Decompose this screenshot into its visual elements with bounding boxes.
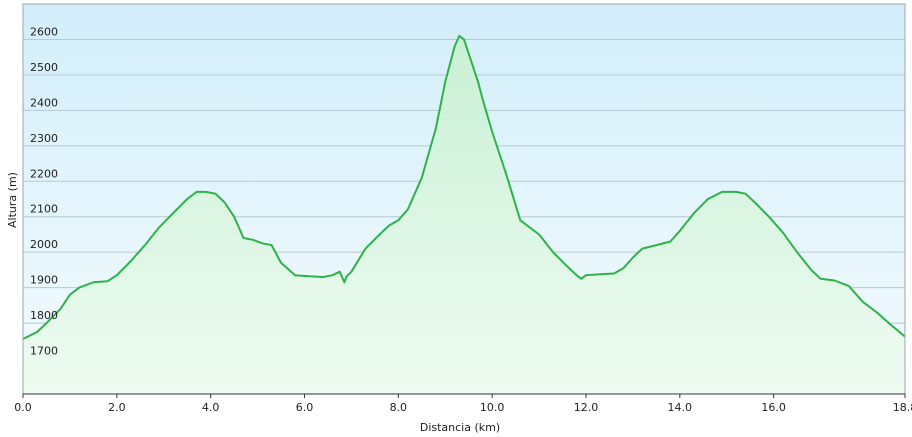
- y-tick-label: 2500: [30, 61, 58, 74]
- x-tick-label: 10.0: [480, 401, 505, 414]
- x-tick-label: 14.0: [668, 401, 693, 414]
- y-tick-label: 2300: [30, 132, 58, 145]
- x-tick-label: 12.0: [574, 401, 599, 414]
- x-axis-ticks: 0.0 2.0 4.0 6.0 8.0 10.0 12.0 14.0 16.0 18.8: [14, 394, 912, 414]
- y-tick-label: 1700: [30, 345, 58, 358]
- x-tick-label: 6.0: [296, 401, 314, 414]
- x-tick-label: 8.0: [390, 401, 408, 414]
- x-tick-label: 18.8: [893, 401, 912, 414]
- elevation-area-fill: [23, 35, 905, 395]
- x-axis-title: Distancia (km): [420, 421, 500, 434]
- elevation-profile-line: [22, 34, 906, 340]
- x-tick-label: 2.0: [108, 401, 126, 414]
- y-tick-label: 2100: [30, 203, 58, 216]
- y-tick-label: 2600: [30, 25, 58, 38]
- y-axis-ticks: 1700 1800 1900 2000 2100 2200 2300 2400 2500 2600: [30, 25, 58, 357]
- y-tick-label: 2200: [30, 167, 58, 180]
- x-tick-label: 4.0: [202, 401, 220, 414]
- y-tick-label: 2400: [30, 96, 58, 109]
- y-tick-label: 1900: [30, 274, 58, 287]
- x-tick-label: 0.0: [14, 401, 32, 414]
- x-tick-label: 16.0: [761, 401, 786, 414]
- y-tick-label: 1800: [30, 309, 58, 322]
- y-tick-label: 2000: [30, 238, 58, 251]
- y-axis-title: Altura (m): [6, 172, 19, 228]
